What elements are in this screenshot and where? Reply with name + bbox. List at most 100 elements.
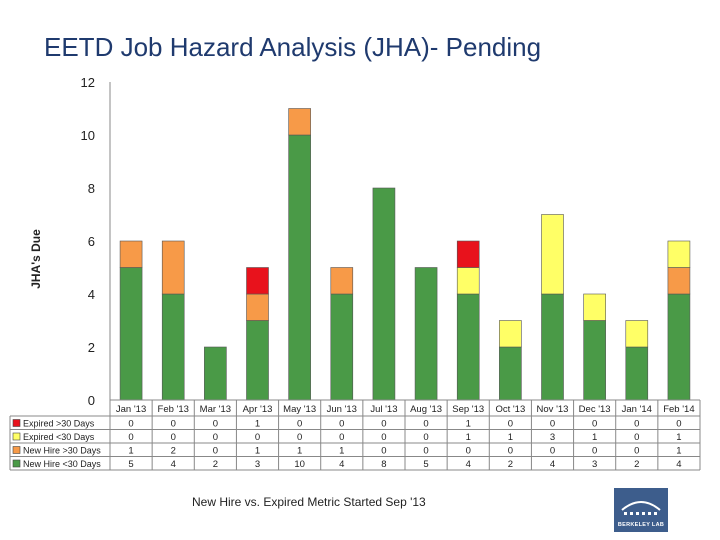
bar-segment xyxy=(330,267,354,295)
bar-segment xyxy=(204,346,227,401)
y-axis-title: JHA's Due xyxy=(29,229,43,289)
x-category-label: Dec '13 xyxy=(579,404,611,415)
table-cell-value: 4 xyxy=(550,459,555,470)
bar-segment xyxy=(499,320,522,348)
bar-segment xyxy=(499,346,522,401)
bar-segment xyxy=(119,267,143,401)
table-cell-value: 1 xyxy=(128,446,133,457)
bar-segment xyxy=(667,240,691,268)
x-category-label: Jan '14 xyxy=(622,404,652,415)
table-cell-value: 1 xyxy=(592,432,597,443)
x-category-label: Jan '13 xyxy=(116,404,146,415)
table-cell-value: 0 xyxy=(171,419,176,430)
table-cell-value: 0 xyxy=(128,432,133,443)
table-cell-value: 0 xyxy=(381,419,386,430)
table-cell-value: 4 xyxy=(676,459,681,470)
bar-segment xyxy=(161,240,185,295)
legend-label: New Hire <30 Days xyxy=(23,459,101,469)
y-tick-label: 8 xyxy=(88,181,95,196)
table-cell-value: 1 xyxy=(255,446,260,457)
legend-label: Expired >30 Days xyxy=(23,419,95,429)
table-cell-value: 0 xyxy=(423,419,428,430)
y-tick-label: 4 xyxy=(88,287,95,302)
table-cell-value: 0 xyxy=(592,446,597,457)
bar-segment xyxy=(456,240,480,268)
x-category-label: Feb '14 xyxy=(663,404,694,415)
bar-segment xyxy=(667,293,691,401)
table-cell-value: 0 xyxy=(171,432,176,443)
table-cell-value: 4 xyxy=(171,459,176,470)
x-category-label: Oct '13 xyxy=(495,404,525,415)
table-cell-value: 8 xyxy=(381,459,386,470)
table-cell-value: 1 xyxy=(466,432,471,443)
bar-segment xyxy=(119,240,143,268)
bar-segment xyxy=(414,267,438,401)
table-cell-value: 1 xyxy=(466,419,471,430)
logo-text: BERKELEY LAB xyxy=(617,522,665,528)
table-cell-value: 5 xyxy=(128,459,133,470)
table-cell-value: 1 xyxy=(297,446,302,457)
bar-segment xyxy=(246,293,269,321)
bar-segment xyxy=(667,267,691,295)
x-category-label: Jun '13 xyxy=(327,404,357,415)
table-cell-value: 1 xyxy=(676,432,681,443)
bar-segment xyxy=(246,320,269,401)
table-cell-value: 1 xyxy=(508,432,513,443)
x-category-label: Nov '13 xyxy=(537,404,569,415)
table-cell-value: 0 xyxy=(297,419,302,430)
table-cell-value: 0 xyxy=(213,446,218,457)
legend-label: New Hire >30 Days xyxy=(23,446,101,456)
table-cell-value: 0 xyxy=(213,419,218,430)
x-category-label: Sep '13 xyxy=(452,404,484,415)
legend-swatch xyxy=(12,432,21,441)
table-cell-value: 4 xyxy=(466,459,471,470)
table-cell-value: 0 xyxy=(339,419,344,430)
y-tick-label: 0 xyxy=(88,393,95,408)
table-cell-value: 2 xyxy=(508,459,513,470)
table-cell-value: 0 xyxy=(676,419,681,430)
legend-label: Expired <30 Days xyxy=(23,432,95,442)
bar-segment xyxy=(246,267,269,295)
table-cell-value: 3 xyxy=(550,432,555,443)
table-cell-value: 5 xyxy=(423,459,428,470)
table-cell-value: 4 xyxy=(339,459,344,470)
table-cell-value: 3 xyxy=(592,459,597,470)
table-cell-value: 0 xyxy=(423,432,428,443)
x-category-label: Apr '13 xyxy=(243,404,273,415)
chart-title: EETD Job Hazard Analysis (JHA)- Pending xyxy=(44,32,542,62)
berkeley-lab-logo: BERKELEY LAB xyxy=(614,488,668,532)
x-category-label: Mar '13 xyxy=(200,404,231,415)
legend-swatch xyxy=(12,446,21,454)
table-cell-value: 0 xyxy=(508,446,513,457)
bar-segment xyxy=(456,267,480,295)
y-tick-label: 2 xyxy=(88,340,95,355)
table-cell-value: 0 xyxy=(255,432,260,443)
table-cell-value: 0 xyxy=(634,432,639,443)
table-cell-value: 0 xyxy=(508,419,513,430)
table-cell-value: 1 xyxy=(339,446,344,457)
x-category-label: May '13 xyxy=(283,404,316,415)
bar-segment xyxy=(541,293,564,401)
bar-segment xyxy=(583,293,606,321)
bar-segment xyxy=(288,134,311,401)
table-cell-value: 2 xyxy=(634,459,639,470)
table-cell-value: 0 xyxy=(381,432,386,443)
table-cell-value: 0 xyxy=(339,432,344,443)
y-tick-label: 12 xyxy=(81,75,95,90)
table-cell-value: 10 xyxy=(294,459,305,470)
table-cell-value: 2 xyxy=(171,446,176,457)
bar-segment xyxy=(161,293,185,401)
bar-segment xyxy=(288,108,311,136)
x-category-label: Feb '13 xyxy=(158,404,189,415)
legend-swatch xyxy=(12,459,21,468)
table-cell-value: 0 xyxy=(128,419,133,430)
footnote: New Hire vs. Expired Metric Started Sep … xyxy=(192,495,426,509)
bar-segment xyxy=(625,320,649,348)
table-cell-value: 1 xyxy=(255,419,260,430)
bar-segment xyxy=(625,346,649,401)
table-cell-value: 0 xyxy=(634,419,639,430)
table-cell-value: 1 xyxy=(676,446,681,457)
table-cell-value: 0 xyxy=(550,419,555,430)
table-cell-value: 2 xyxy=(213,459,218,470)
